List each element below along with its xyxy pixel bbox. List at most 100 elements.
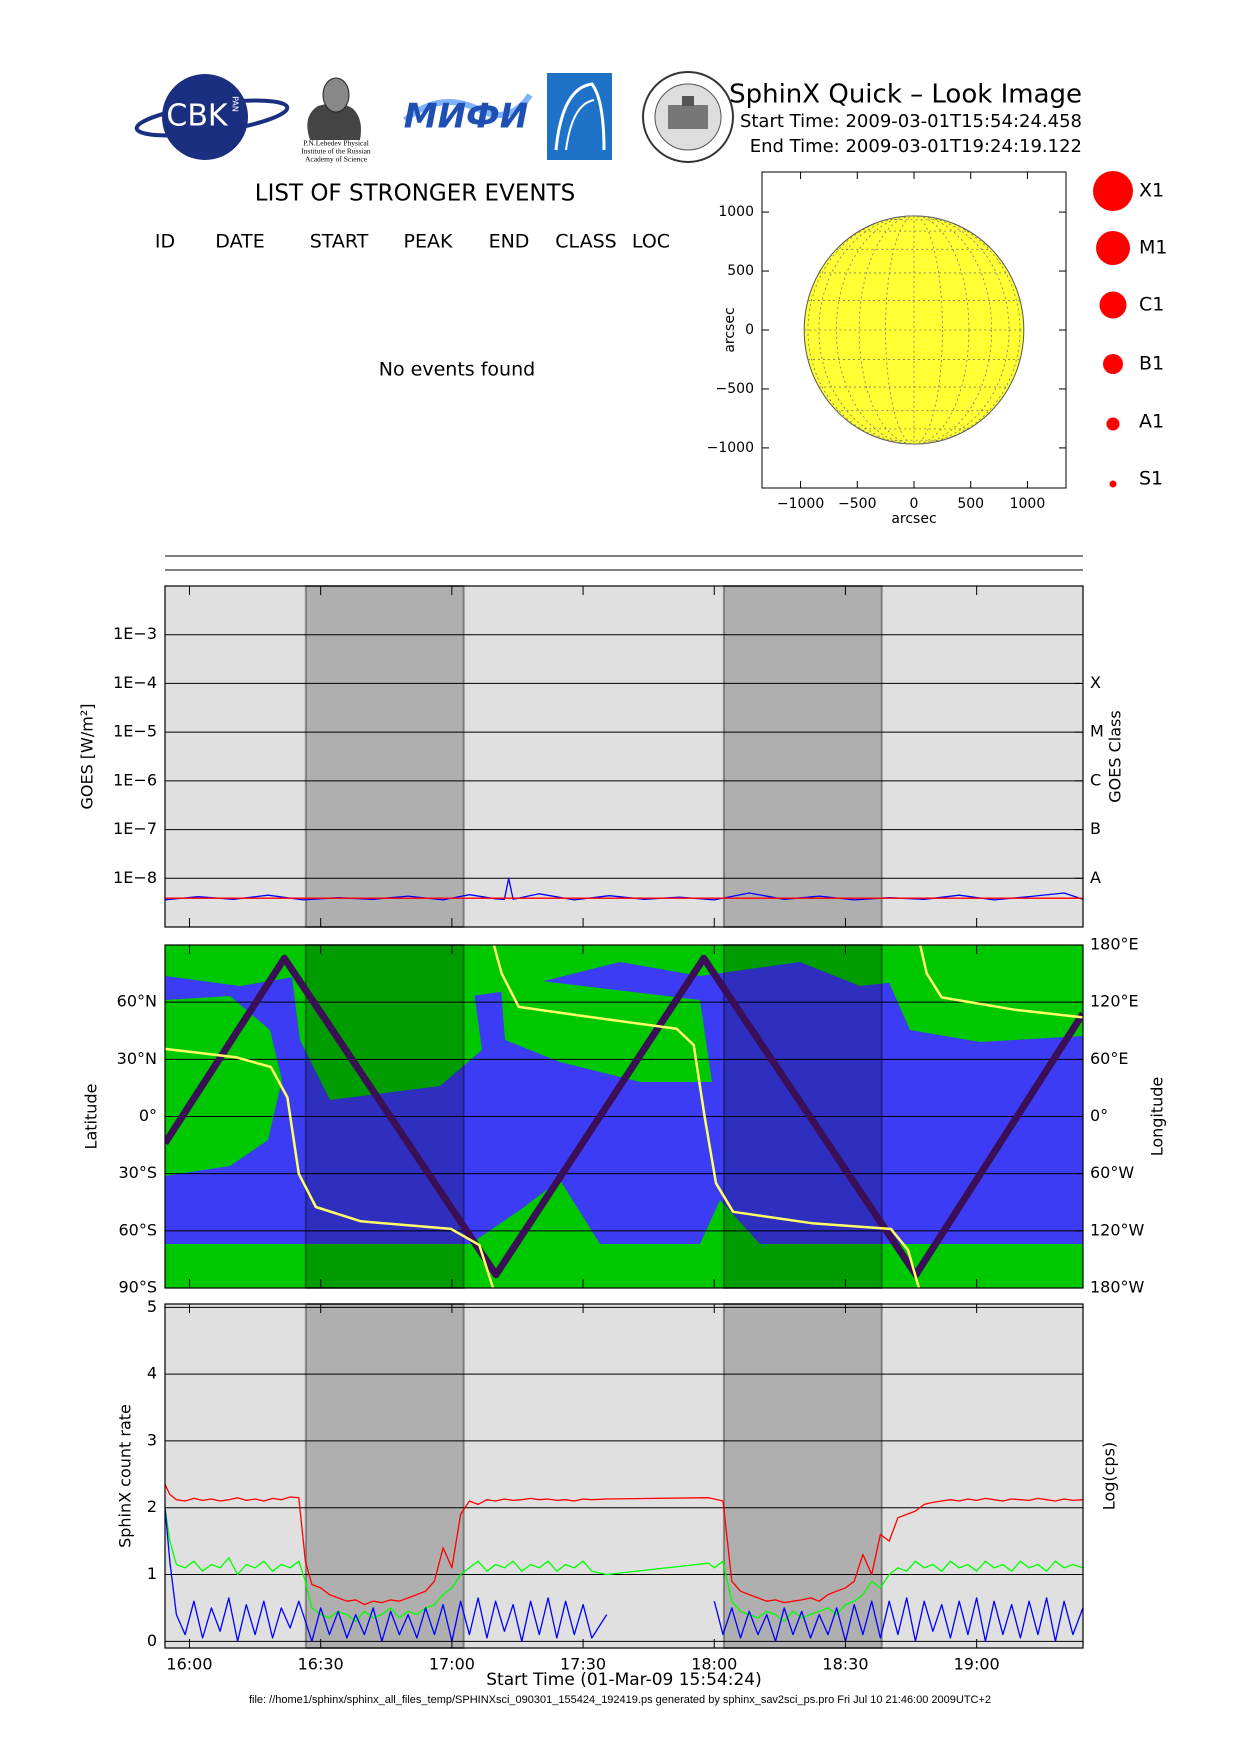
y2-axis-label: GOES Class — [1106, 710, 1125, 802]
events-column: LOC — [632, 231, 670, 253]
class-label: M1 — [1139, 237, 1167, 259]
class-symbol — [1106, 417, 1120, 431]
y-tick-label: 90°S — [118, 1278, 157, 1297]
x-tick-label: 18:30 — [822, 1655, 868, 1674]
y2-tick-label: A — [1090, 868, 1101, 887]
y-tick-label: 1E−7 — [113, 819, 157, 838]
events-column: START — [310, 231, 369, 253]
shadow-interval — [722, 585, 883, 928]
y-tick-label: 1 — [147, 1564, 157, 1583]
y2-tick-label: X — [1090, 673, 1101, 692]
y-tick-label: 3 — [147, 1430, 157, 1449]
footer: file: //home1/sphinx/sphinx_all_files_te… — [249, 1694, 991, 1706]
y2-tick-label: M — [1090, 722, 1104, 741]
y2-tick-label: 180°W — [1090, 1278, 1145, 1297]
cbk-logo: CBK PAN — [134, 74, 290, 160]
panel-background — [165, 1304, 1083, 1648]
lebedev-line: Academy of Science — [305, 155, 368, 164]
seal-logo — [642, 71, 734, 163]
cbk-disc — [162, 74, 248, 160]
y-tick-label: 1E−6 — [113, 770, 157, 789]
panel-frame — [164, 944, 1084, 1289]
mephi-wave — [403, 93, 533, 123]
lebedev-line: P.N.Lebedev Physical — [303, 139, 369, 148]
data-line — [165, 954, 1083, 1279]
data-line — [165, 1507, 1083, 1622]
y-tick-label: 1E−3 — [113, 624, 157, 643]
end-time: End Time: 2009-03-01T19:24:19.122 — [750, 136, 1082, 157]
data-line — [165, 945, 1083, 1288]
x-tick-label: 17:00 — [429, 1655, 475, 1674]
data-line — [165, 1484, 1083, 1606]
y-tick-label: 2 — [147, 1497, 157, 1516]
class-symbol — [1096, 231, 1130, 265]
y-tick-label: 60°N — [117, 992, 157, 1011]
seal-building — [668, 105, 708, 129]
y-axis-label: SphinX count rate — [116, 1404, 135, 1548]
data-line — [165, 1507, 1083, 1642]
class-legend: X1 M1 C1 B1 A1 S1 — [1093, 171, 1167, 490]
y-tick-label: 0° — [139, 1106, 157, 1125]
pan-text: PAN — [231, 96, 240, 112]
y-tick-label: 500 — [727, 263, 754, 279]
x-tick-label: −500 — [838, 496, 876, 512]
x-axis-label: Start Time (01-Mar-09 15:54:24) — [486, 1670, 761, 1690]
class-symbol — [1109, 480, 1117, 488]
events-column: DATE — [215, 231, 264, 253]
blue-arc — [565, 99, 595, 151]
class-label: B1 — [1139, 353, 1164, 375]
y-tick-label: 1E−5 — [113, 722, 157, 741]
map-green — [165, 996, 282, 1176]
mephi-logo: МИФИ — [403, 93, 533, 137]
class-symbol — [1099, 291, 1127, 319]
events-column: PEAK — [404, 231, 453, 253]
portrait-head — [322, 77, 350, 113]
x-tick-label: 19:00 — [954, 1655, 1000, 1674]
map-green — [290, 962, 482, 1100]
shadow-interval — [304, 585, 465, 928]
class-label: S1 — [1139, 468, 1163, 490]
y2-tick-label: 60°W — [1090, 1163, 1134, 1182]
y-tick-label: 0 — [745, 322, 754, 338]
x-tick-label: 16:30 — [298, 1655, 344, 1674]
x-axis-label: arcsec — [891, 511, 936, 527]
x-tick-label: 16:00 — [166, 1655, 212, 1674]
cbk-text: CBK — [166, 99, 229, 134]
y2-tick-label: 120°E — [1090, 992, 1139, 1011]
events-column: ID — [155, 231, 175, 253]
y-tick-label: 30°N — [117, 1049, 157, 1068]
y2-tick-label: B — [1090, 819, 1101, 838]
y-tick-label: 1E−4 — [113, 673, 157, 692]
y2-tick-label: 120°W — [1090, 1220, 1145, 1239]
x-tick-label: 0 — [910, 496, 919, 512]
blue-arc — [554, 82, 606, 151]
map-green — [165, 1180, 1083, 1288]
y-axis-label: arcsec — [722, 307, 738, 352]
class-label: A1 — [1139, 411, 1164, 433]
class-symbol — [1093, 171, 1133, 211]
cbk-swoosh — [134, 98, 290, 138]
y2-tick-label: 60°E — [1090, 1049, 1128, 1068]
events-message: No events found — [379, 359, 535, 381]
y-tick-label: 30°S — [118, 1163, 157, 1182]
x-tick-label: 17:30 — [560, 1655, 606, 1674]
lebedev-logo: P.N.Lebedev Physical Institute of the Ru… — [301, 77, 371, 164]
y-tick-label: 5 — [147, 1297, 157, 1316]
events-title: LIST OF STRONGER EVENTS — [255, 181, 575, 207]
y-tick-label: 1E−8 — [113, 868, 157, 887]
class-label: X1 — [1139, 180, 1164, 202]
events-column: END — [489, 231, 530, 253]
y-tick-label: 1000 — [718, 204, 754, 220]
panel-background — [165, 586, 1083, 927]
shadow-interval — [304, 1303, 465, 1649]
y-tick-label: 0 — [147, 1631, 157, 1650]
lebedev-line: Institute of the Russian — [301, 147, 371, 156]
y-axis-label: Latitude — [82, 1084, 101, 1150]
meridian — [818, 215, 1010, 445]
blue-logo — [547, 73, 612, 160]
y2-axis-label: Log(cps) — [1100, 1442, 1119, 1510]
y-tick-label: −500 — [716, 381, 754, 397]
start-time: Start Time: 2009-03-01T15:54:24.458 — [740, 111, 1082, 132]
y-axis-label: GOES [W/m²] — [78, 703, 97, 809]
